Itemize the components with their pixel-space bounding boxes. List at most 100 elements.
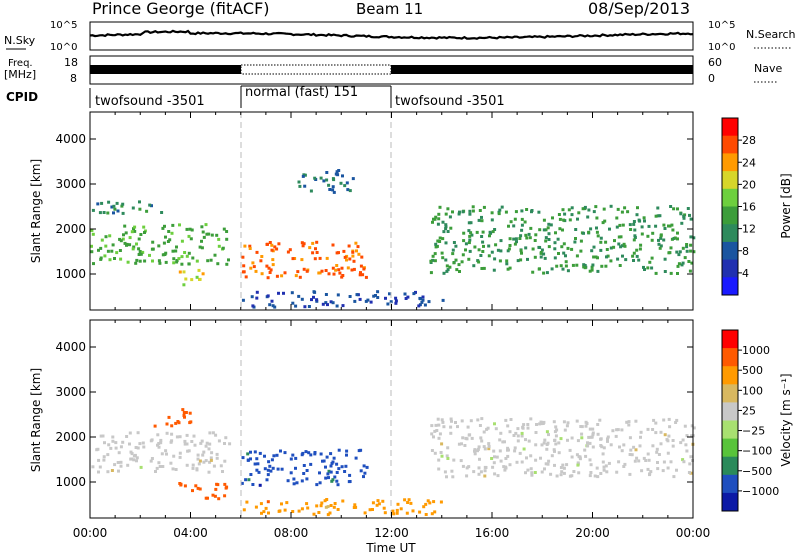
scatter-cell [601, 460, 605, 464]
ytick-label: 2000 [55, 222, 86, 236]
scatter-cell [191, 463, 195, 467]
scatter-cell [436, 417, 440, 421]
scatter-cell [332, 456, 336, 460]
scatter-cell [354, 241, 358, 245]
scatter-cell [533, 239, 537, 242]
scatter-cell [158, 465, 162, 468]
scatter-cell [482, 205, 486, 209]
scatter-cell [258, 483, 262, 487]
scatter-cell [297, 294, 301, 298]
scatter-cell [190, 278, 194, 282]
scatter-cell [455, 268, 459, 272]
scatter-cell [468, 249, 472, 253]
scatter-cell [689, 249, 693, 253]
scatter-cell [442, 425, 446, 429]
scatter-cell [253, 462, 257, 466]
scatter-cell [121, 202, 125, 206]
scatter-cell [642, 456, 646, 460]
scatter-cell [198, 487, 202, 491]
scatter-cell [596, 234, 600, 238]
scatter-cell [506, 446, 510, 450]
scatter-cell [327, 476, 330, 480]
scatter-cell [302, 242, 306, 246]
scatter-cell [119, 239, 123, 243]
scatter-cell [577, 471, 581, 475]
scatter-cell [131, 206, 135, 210]
scatter-cell [627, 420, 631, 424]
scatter-cell [137, 237, 141, 241]
scatter-cell [204, 223, 208, 227]
scatter-cell [562, 218, 566, 222]
scatter-cell [529, 226, 533, 230]
scatter-cell [141, 250, 145, 254]
scatter-cell [669, 271, 673, 275]
scatter-cell [587, 230, 591, 234]
scatter-cell [438, 236, 442, 240]
scatter-cell [651, 444, 655, 448]
scatter-cell [513, 449, 517, 453]
scatter-cell [632, 220, 636, 223]
scatter-cell [449, 417, 453, 421]
scatter-cell [554, 231, 557, 235]
scatter-cell [561, 267, 565, 271]
scatter-cell [209, 456, 213, 460]
scatter-cell [587, 435, 591, 439]
scatter-cell [434, 423, 438, 427]
scatter-cell [326, 303, 329, 307]
scatter-cell [562, 251, 566, 255]
scatter-cell [444, 258, 448, 262]
scatter-cell [307, 305, 311, 308]
scatter-cell [194, 484, 198, 488]
scatter-cell [318, 256, 322, 260]
freq-band-twofsound-1 [90, 65, 241, 74]
scatter-cell [135, 242, 138, 246]
scatter-cell [481, 240, 485, 244]
scatter-cell [437, 212, 441, 216]
scatter-cell [477, 218, 481, 222]
scatter-cell [468, 209, 472, 213]
scatter-cell [139, 233, 143, 236]
scatter-cell [168, 238, 172, 242]
scatter-cell [136, 431, 140, 435]
colorbar-tick-label: −1000 [742, 485, 779, 498]
scatter-cell [214, 487, 218, 491]
scatter-cell [322, 179, 326, 183]
scatter-cell [183, 442, 187, 446]
scatter-cell [151, 240, 155, 244]
scatter-cell [656, 461, 659, 464]
scatter-cell [662, 238, 666, 242]
scatter-cell [493, 472, 497, 476]
colorbar-tick-label: −500 [742, 465, 772, 478]
scatter-cell [512, 224, 516, 228]
xtick-label: 08:00 [274, 526, 309, 540]
scatter-cell [335, 479, 339, 483]
scatter-cell [688, 213, 691, 217]
scatter-cell [676, 264, 680, 268]
scatter-cell [294, 274, 298, 278]
scatter-cell [178, 270, 182, 274]
scatter-cell [208, 442, 212, 446]
scatter-cell [514, 237, 518, 241]
scatter-cell [396, 502, 400, 506]
scatter-cell [553, 430, 557, 434]
scatter-cell [172, 257, 176, 261]
scatter-cell [136, 446, 140, 450]
scatter-cell [639, 435, 642, 439]
scatter-cell [283, 451, 287, 455]
scatter-cell [421, 298, 425, 302]
scatter-cell [123, 241, 127, 245]
scatter-cell [133, 453, 137, 457]
scatter-cell [271, 466, 275, 470]
scatter-cell [575, 254, 579, 258]
scatter-cell [103, 254, 107, 258]
scatter-cell [649, 470, 653, 474]
scatter-cell [692, 426, 696, 430]
scatter-cell [323, 499, 327, 503]
scatter-cell [646, 452, 650, 456]
scatter-cell [468, 212, 472, 216]
scatter-cell [460, 419, 464, 423]
scatter-cell [586, 444, 590, 448]
ytick-label: 4000 [55, 340, 86, 354]
scatter-cell [162, 241, 166, 245]
scatter-cell [317, 511, 321, 514]
